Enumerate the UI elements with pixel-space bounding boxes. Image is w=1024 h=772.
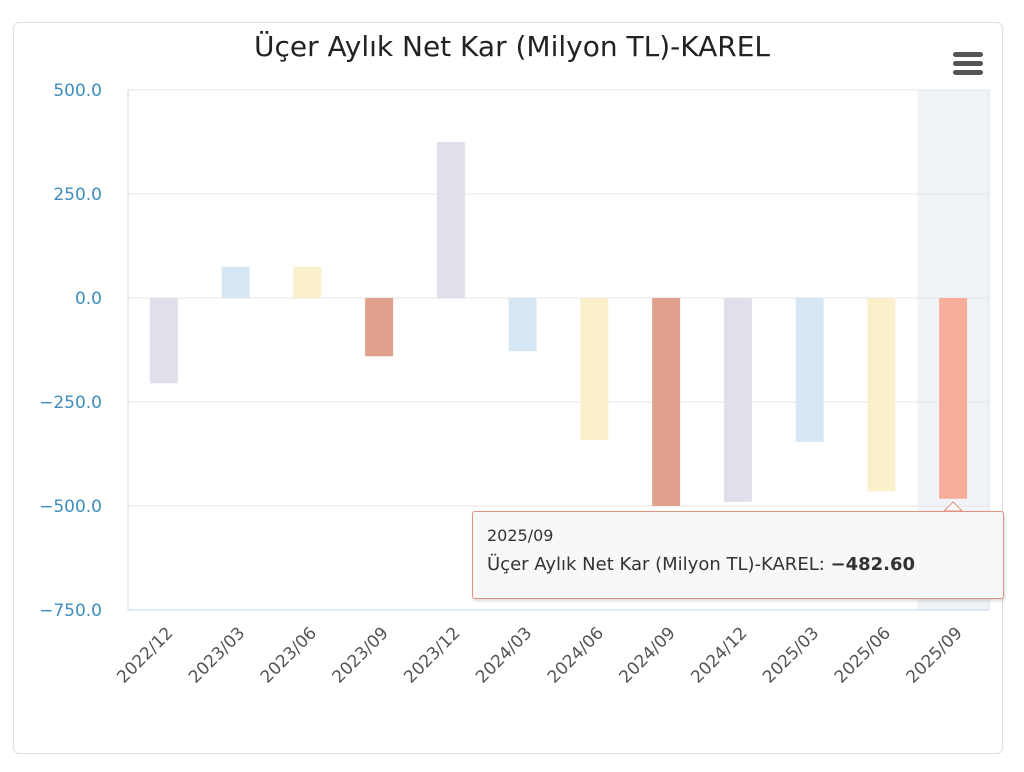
x-tick-label: 2023/03 — [185, 623, 249, 687]
bar — [795, 298, 824, 442]
chart-card — [13, 22, 1003, 754]
x-tick-label: 2023/06 — [257, 623, 321, 687]
x-tick-label: 2024/12 — [687, 623, 751, 687]
x-tick-label: 2024/09 — [616, 623, 680, 687]
bar — [867, 298, 896, 492]
bar — [293, 266, 322, 298]
bar — [436, 142, 465, 298]
y-tick-label: −250.0 — [39, 393, 102, 413]
y-tick-label: 250.0 — [53, 185, 102, 205]
bar — [939, 298, 968, 499]
y-tick-label: −500.0 — [39, 497, 102, 517]
bar — [652, 298, 681, 506]
bar — [508, 298, 537, 352]
x-tick-label: 2025/03 — [759, 623, 823, 687]
bar — [365, 298, 394, 357]
x-tick-label: 2025/06 — [831, 623, 895, 687]
x-tick-label: 2023/09 — [329, 623, 393, 687]
x-tick-label: 2023/12 — [400, 623, 464, 687]
y-tick-label: 0.0 — [75, 289, 102, 309]
y-tick-label: −750.0 — [39, 601, 102, 621]
tooltip: 2025/09 Üçer Aylık Net Kar (Milyon TL)-K… — [472, 511, 1004, 599]
y-tick-label: 500.0 — [53, 81, 102, 101]
x-tick-label: 2022/12 — [113, 623, 177, 687]
tooltip-line: Üçer Aylık Net Kar (Milyon TL)-KAREL: −4… — [487, 554, 915, 575]
tooltip-value: −482.60 — [830, 554, 916, 575]
tooltip-date: 2025/09 — [487, 526, 554, 545]
x-tick-label: 2025/09 — [903, 623, 967, 687]
bar — [221, 266, 250, 298]
bar — [149, 298, 178, 384]
x-tick-label: 2024/03 — [472, 623, 536, 687]
x-tick-label: 2024/06 — [544, 623, 608, 687]
bar — [580, 298, 609, 441]
chart-title: Üçer Aylık Net Kar (Milyon TL)-KAREL — [253, 30, 770, 63]
bar — [723, 298, 752, 502]
tooltip-series-label: Üçer Aylık Net Kar (Milyon TL)-KAREL: — [487, 554, 825, 575]
hamburger-menu-icon[interactable] — [948, 48, 988, 80]
